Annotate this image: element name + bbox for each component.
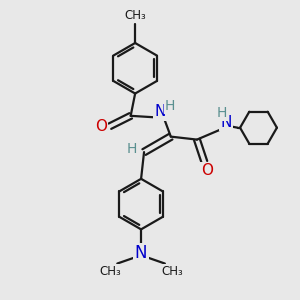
Text: CH₃: CH₃ [124, 9, 146, 22]
Text: CH₃: CH₃ [161, 266, 183, 278]
Text: H: H [126, 142, 137, 156]
Text: N: N [220, 115, 232, 130]
Text: O: O [95, 119, 107, 134]
Text: H: H [165, 99, 175, 113]
Text: N: N [135, 244, 147, 262]
Text: O: O [201, 163, 213, 178]
Text: CH₃: CH₃ [99, 266, 121, 278]
Text: N: N [154, 104, 166, 119]
Text: H: H [216, 106, 226, 120]
